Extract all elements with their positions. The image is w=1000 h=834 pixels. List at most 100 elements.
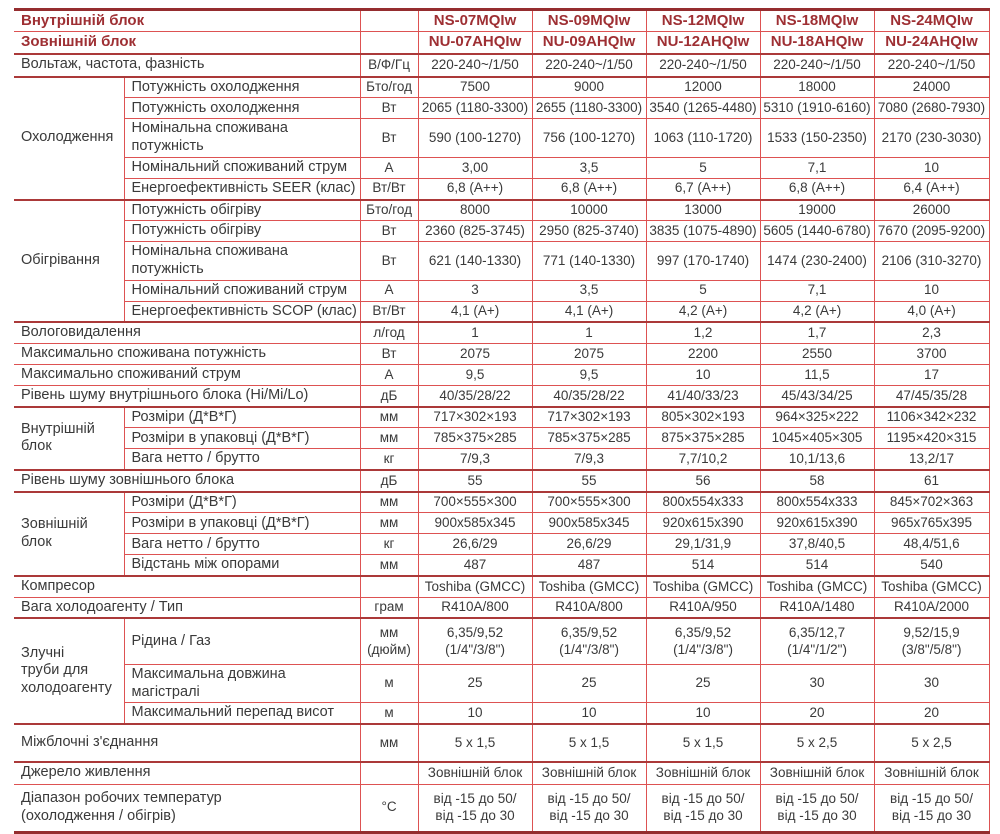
value-cell: 19000: [759, 198, 875, 222]
value-cell: Зовнішній блок: [645, 761, 761, 785]
value-cell: NS-09MQIw: [531, 7, 647, 33]
value-cell: від -15 до 50/ від -15 до 30: [531, 783, 647, 834]
param-label: Номінальна споживана потужність: [123, 241, 361, 281]
value-cell: 2360 (825-3745): [417, 220, 533, 243]
value-cell: NS-07MQIw: [417, 7, 533, 33]
value-cell: 220-240~/1/50: [873, 52, 990, 78]
unit-cell: В/Ф/Гц: [359, 52, 419, 78]
param-label: Розміри в упаковці (Д*В*Г): [123, 427, 361, 450]
value-cell: 2,3: [873, 321, 990, 344]
unit-cell: Бто/год: [359, 198, 419, 222]
value-cell: 487: [417, 554, 533, 577]
value-cell: 7,7/10,2: [645, 448, 761, 471]
value-cell: NS-18MQIw: [759, 7, 875, 33]
unit-cell: А: [359, 363, 419, 386]
param-label: Вага нетто / брутто: [123, 533, 361, 556]
unit-cell: [359, 761, 419, 785]
value-cell: 13,2/17: [873, 448, 990, 471]
value-cell: 875×375×285: [645, 427, 761, 450]
param-label: Зовнішній блок: [14, 31, 361, 55]
param-label: Вологовидалення: [14, 321, 361, 344]
unit-cell: мм: [359, 512, 419, 535]
value-cell: 47/45/35/28: [873, 384, 990, 408]
value-cell: 900x585x345: [417, 512, 533, 535]
value-cell: 6,4 (A++): [873, 177, 990, 201]
value-cell: 6,35/9,52 (1/4"/3/8"): [645, 617, 761, 665]
value-cell: 2075: [417, 342, 533, 365]
param-label: Номінальний споживаний струм: [123, 156, 361, 179]
value-cell: 3700: [873, 342, 990, 365]
value-cell: 805×302×193: [645, 405, 761, 429]
value-cell: 4,2 (А+): [645, 300, 761, 323]
value-cell: 2170 (230-3030): [873, 118, 990, 158]
value-cell: 10: [531, 702, 647, 725]
value-cell: 717×302×193: [417, 405, 533, 429]
value-cell: R410A/2000: [873, 596, 990, 619]
value-cell: NS-12MQIw: [645, 7, 761, 33]
unit-cell: Вт/Вт: [359, 300, 419, 323]
param-label: Максимально споживаний струм: [14, 363, 361, 386]
value-cell: 514: [759, 554, 875, 577]
value-cell: 10: [417, 702, 533, 725]
row-group-label: Злучні труби для холодоагенту: [14, 617, 125, 725]
value-cell: 700×555×300: [417, 490, 533, 514]
value-cell: 7,1: [759, 156, 875, 179]
value-cell: 2106 (310-3270): [873, 241, 990, 281]
value-cell: 1,7: [759, 321, 875, 344]
value-cell: 1: [417, 321, 533, 344]
value-cell: 5310 (1910-6160): [759, 97, 875, 120]
unit-cell: Вт: [359, 220, 419, 243]
unit-cell: м: [359, 663, 419, 704]
unit-cell: [359, 575, 419, 598]
value-cell: 55: [417, 469, 533, 493]
value-cell: від -15 до 50/ від -15 до 30: [645, 783, 761, 834]
value-cell: від -15 до 50/ від -15 до 30: [873, 783, 990, 834]
value-cell: 2550: [759, 342, 875, 365]
param-label: Потужність охолодження: [123, 75, 361, 99]
param-label: Міжблочні з'єднання: [14, 723, 361, 763]
value-cell: 2065 (1180-3300): [417, 97, 533, 120]
value-cell: 2950 (825-3740): [531, 220, 647, 243]
row-group-label: Охолодження: [14, 75, 125, 201]
value-cell: 25: [417, 663, 533, 704]
value-cell: 1,2: [645, 321, 761, 344]
value-cell: 590 (100-1270): [417, 118, 533, 158]
row-group-label: Зовнішній блок: [14, 490, 125, 577]
value-cell: 3,5: [531, 279, 647, 302]
unit-cell: кг: [359, 448, 419, 471]
unit-cell: л/год: [359, 321, 419, 344]
value-cell: 7,1: [759, 279, 875, 302]
value-cell: 4,2 (А+): [759, 300, 875, 323]
unit-cell: Бто/год: [359, 75, 419, 99]
unit-cell: Вт: [359, 97, 419, 120]
value-cell: від -15 до 50/ від -15 до 30: [759, 783, 875, 834]
value-cell: 920x615x390: [645, 512, 761, 535]
value-cell: 220-240~/1/50: [417, 52, 533, 78]
param-label: Внутрішній блок: [14, 7, 361, 33]
value-cell: NU-07AHQIw: [417, 31, 533, 55]
value-cell: 9,52/15,9 (3/8"/5/8"): [873, 617, 990, 665]
value-cell: 3,5: [531, 156, 647, 179]
value-cell: 5 х 1,5: [645, 723, 761, 763]
value-cell: від -15 до 50/ від -15 до 30: [417, 783, 533, 834]
param-label: Енергоефективність SEER (клас): [123, 177, 361, 201]
value-cell: 56: [645, 469, 761, 493]
value-cell: Toshiba (GMCC): [759, 575, 875, 598]
value-cell: 10: [873, 156, 990, 179]
unit-cell: грам: [359, 596, 419, 619]
unit-cell: Вт: [359, 118, 419, 158]
param-label: Максимально споживана потужність: [14, 342, 361, 365]
value-cell: 6,8 (A++): [417, 177, 533, 201]
param-label: Потужність охолодження: [123, 97, 361, 120]
value-cell: 220-240~/1/50: [645, 52, 761, 78]
value-cell: 7080 (2680-7930): [873, 97, 990, 120]
unit-cell: [359, 7, 419, 33]
unit-cell: дБ: [359, 469, 419, 493]
value-cell: 55: [531, 469, 647, 493]
value-cell: 9,5: [417, 363, 533, 386]
unit-cell: Вт: [359, 342, 419, 365]
value-cell: 540: [873, 554, 990, 577]
unit-cell: А: [359, 156, 419, 179]
value-cell: 2075: [531, 342, 647, 365]
value-cell: 487: [531, 554, 647, 577]
